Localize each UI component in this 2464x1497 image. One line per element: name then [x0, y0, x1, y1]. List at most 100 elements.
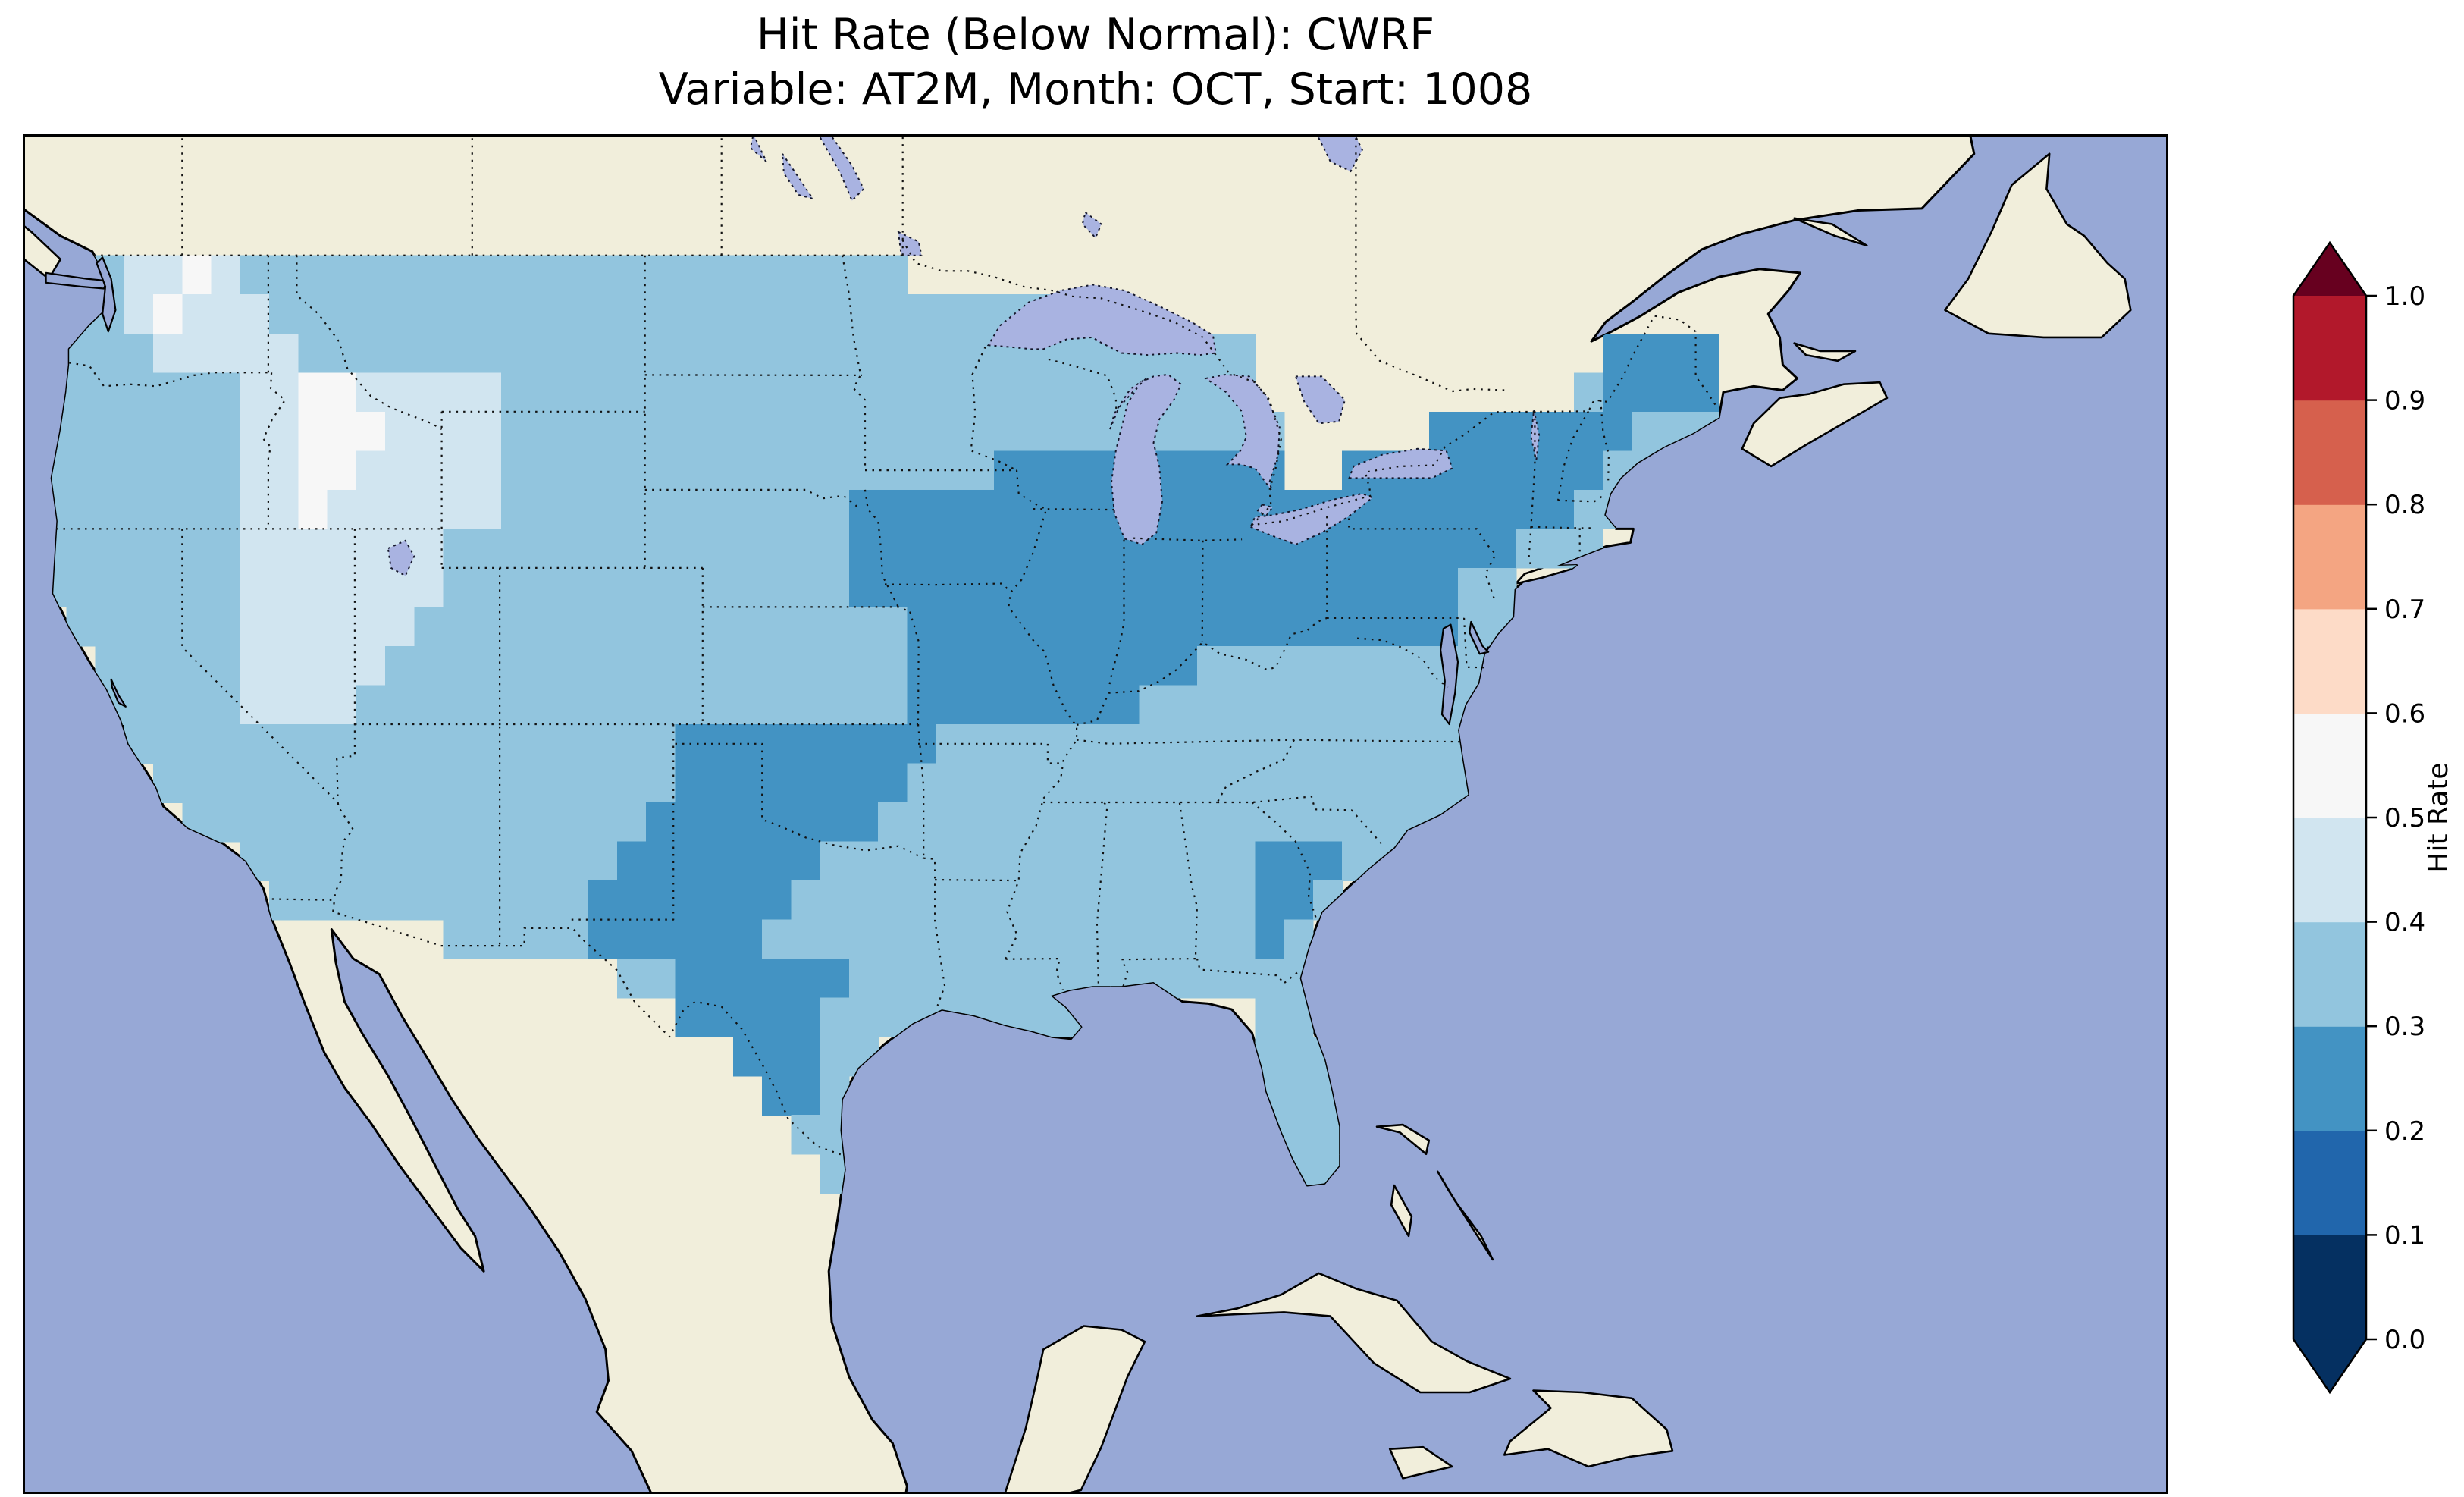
grid-cell	[733, 529, 763, 569]
grid-cell	[704, 333, 734, 374]
grid-cell	[559, 880, 589, 921]
grid-cell	[414, 411, 444, 452]
grid-cell	[1284, 763, 1314, 803]
grid-cell	[1080, 567, 1111, 608]
grid-cell	[936, 802, 966, 843]
grid-cell	[1139, 919, 1169, 959]
grid-cell	[646, 802, 676, 843]
grid-cell	[907, 763, 937, 803]
grid-cell	[1080, 919, 1111, 959]
grid-cell	[153, 372, 183, 413]
grid-cell	[211, 333, 241, 374]
grid-cell	[182, 529, 212, 569]
grid-cell	[124, 294, 154, 334]
grid-cell	[95, 333, 125, 374]
grid-cell	[936, 646, 966, 686]
border-line	[336, 529, 356, 803]
grid-cell	[327, 489, 357, 530]
colorbar-segment	[2293, 1235, 2366, 1340]
grid-cell	[559, 919, 589, 959]
grid-cell	[820, 841, 850, 881]
grid-cell	[675, 411, 705, 452]
grid-cell	[617, 489, 647, 530]
grid-cell	[617, 529, 647, 569]
border-line	[1217, 796, 1385, 848]
grid-cell	[617, 255, 647, 295]
grid-cell	[994, 411, 1024, 452]
grid-cell	[1632, 411, 1662, 452]
grid-cell	[153, 646, 183, 686]
grid-cell	[124, 529, 154, 569]
grid-cell	[472, 567, 502, 608]
grid-cell	[964, 333, 995, 374]
grid-cell	[964, 646, 995, 686]
grid-cell	[530, 529, 560, 569]
grid-cell	[1139, 841, 1169, 881]
grid-cell	[240, 450, 270, 491]
grid-cell	[936, 880, 966, 921]
grid-cell	[1574, 489, 1603, 530]
grid-cell	[617, 763, 647, 803]
grid-cell	[530, 333, 560, 374]
grid-cell	[1196, 724, 1227, 764]
grid-cell	[848, 959, 879, 999]
grid-cell	[617, 294, 647, 334]
grid-cell	[820, 997, 850, 1037]
grid-cell	[327, 685, 357, 725]
grid-cell	[1487, 529, 1517, 569]
grid-cell	[1139, 685, 1169, 725]
grid-cell	[1080, 450, 1111, 491]
grid-cell	[1080, 763, 1111, 803]
grid-cell	[443, 646, 473, 686]
grid-cell	[501, 333, 531, 374]
grid-cell	[443, 841, 473, 881]
grid-cell	[1312, 685, 1343, 725]
colorbar-tick-label: 1.0	[2384, 281, 2425, 312]
grid-cell	[356, 489, 386, 530]
grid-cell	[791, 567, 821, 608]
grid-cell	[327, 411, 357, 452]
grid-cell	[1312, 841, 1343, 881]
grid-cell	[269, 880, 299, 921]
grid-cell	[1139, 567, 1169, 608]
grid-cell	[617, 450, 647, 491]
lake	[1256, 504, 1274, 516]
grid-cell	[964, 685, 995, 725]
grid-cell	[1400, 724, 1430, 764]
grid-cell	[907, 646, 937, 686]
grid-cell	[501, 607, 531, 647]
grid-cell	[1052, 450, 1082, 491]
grid-cell	[356, 450, 386, 491]
colorbar-segment	[2293, 1026, 2366, 1131]
grid-cell	[762, 607, 792, 647]
grid-cell	[298, 802, 328, 843]
map-panel	[0, 0, 2168, 1497]
island	[1437, 1170, 1494, 1261]
lake	[749, 131, 767, 162]
grid-cell	[559, 802, 589, 843]
grid-cell	[298, 567, 328, 608]
grid-cell	[791, 997, 821, 1037]
lake	[1110, 373, 1183, 546]
grid-cell	[1052, 802, 1082, 843]
grid-cell	[1371, 802, 1401, 843]
colorbar-tick-label: 0.4	[2384, 908, 2425, 938]
lakes	[387, 131, 1541, 577]
grid-cell	[1284, 802, 1314, 843]
grid-cell	[1023, 411, 1053, 452]
grid-cell	[1196, 802, 1227, 843]
grid-cell	[327, 529, 357, 569]
grid-cell	[1312, 802, 1343, 843]
grid-cell	[124, 411, 154, 452]
grid-cell	[675, 607, 705, 647]
grid-cell	[878, 646, 908, 686]
grid-cell	[820, 529, 850, 569]
grid-cell	[356, 607, 386, 647]
grid-cell	[298, 685, 328, 725]
grid-cell	[936, 919, 966, 959]
grid-cell	[298, 646, 328, 686]
border-line	[1557, 494, 1605, 503]
grid-cell	[327, 372, 357, 413]
grid-cell	[646, 841, 676, 881]
grid-cell	[472, 880, 502, 921]
